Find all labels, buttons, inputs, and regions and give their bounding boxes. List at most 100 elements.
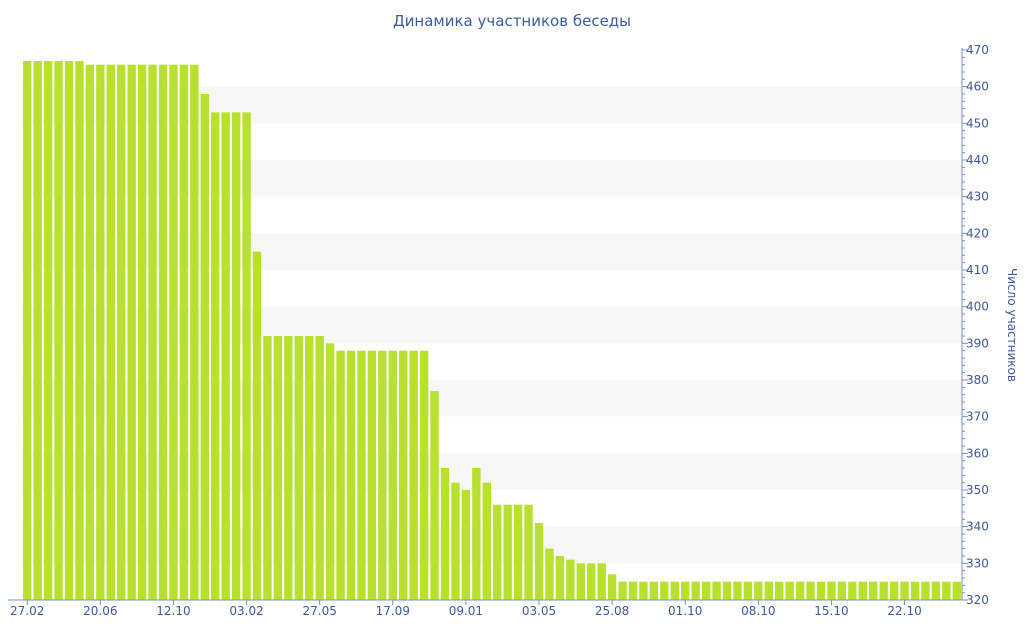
bar[interactable]	[75, 61, 84, 600]
bar[interactable]	[639, 581, 648, 600]
bar[interactable]	[597, 563, 606, 600]
bar[interactable]	[367, 350, 377, 600]
bar[interactable]	[179, 64, 189, 601]
bar[interactable]	[252, 251, 262, 601]
bar[interactable]	[534, 523, 544, 600]
bar[interactable]	[942, 581, 951, 600]
y-tick-label: 420	[966, 226, 989, 240]
bar[interactable]	[190, 64, 199, 601]
bar[interactable]	[305, 336, 314, 600]
bar[interactable]	[555, 556, 565, 600]
bar[interactable]	[106, 64, 115, 601]
bar[interactable]	[607, 574, 617, 600]
bar[interactable]	[900, 581, 909, 600]
bar[interactable]	[200, 94, 209, 600]
bar[interactable]	[701, 581, 711, 600]
x-tick-label: 15.10	[814, 604, 848, 618]
bar[interactable]	[211, 112, 220, 600]
bar[interactable]	[169, 64, 178, 601]
bar[interactable]	[231, 112, 241, 600]
bar[interactable]	[325, 343, 335, 600]
bar[interactable]	[472, 468, 481, 600]
bar[interactable]	[315, 336, 324, 600]
bar[interactable]	[148, 64, 157, 601]
bar[interactable]	[889, 581, 899, 600]
bar[interactable]	[921, 581, 930, 600]
bar[interactable]	[681, 581, 690, 600]
bar[interactable]	[54, 61, 63, 600]
bar[interactable]	[576, 563, 585, 600]
bar[interactable]	[23, 61, 32, 600]
bar[interactable]	[952, 581, 961, 600]
bar[interactable]	[388, 350, 397, 600]
x-tick-label: 03.02	[229, 604, 263, 618]
bar[interactable]	[399, 350, 408, 600]
bar[interactable]	[284, 336, 293, 600]
bar[interactable]	[440, 468, 450, 600]
bar[interactable]	[451, 482, 460, 600]
bar[interactable]	[503, 504, 512, 600]
y-tick-label: 440	[966, 153, 989, 167]
y-tick-label: 410	[966, 263, 989, 277]
bar[interactable]	[419, 350, 429, 600]
y-tick-label: 360	[966, 446, 989, 460]
bar[interactable]	[587, 563, 596, 600]
bar[interactable]	[827, 581, 836, 600]
bar[interactable]	[524, 504, 533, 600]
bar[interactable]	[691, 581, 700, 600]
bar[interactable]	[931, 581, 941, 600]
bar[interactable]	[273, 336, 283, 600]
bar[interactable]	[85, 64, 95, 601]
x-tick-label: 27.02	[10, 604, 44, 618]
grid-band	[22, 380, 962, 417]
bar[interactable]	[764, 581, 773, 600]
bar[interactable]	[660, 581, 669, 600]
bar[interactable]	[127, 64, 136, 601]
bar[interactable]	[378, 350, 387, 600]
bar[interactable]	[848, 581, 857, 600]
bar[interactable]	[754, 581, 763, 600]
bar[interactable]	[649, 581, 659, 600]
bar[interactable]	[910, 581, 920, 600]
bar[interactable]	[461, 490, 471, 600]
bar[interactable]	[795, 581, 805, 600]
bar[interactable]	[806, 581, 815, 600]
bar[interactable]	[263, 336, 272, 600]
bar[interactable]	[137, 64, 147, 601]
bar[interactable]	[670, 581, 679, 600]
bar[interactable]	[712, 581, 721, 600]
bar[interactable]	[837, 581, 847, 600]
bar[interactable]	[618, 581, 627, 600]
bar[interactable]	[158, 64, 168, 601]
bar[interactable]	[482, 482, 491, 600]
bar[interactable]	[96, 64, 105, 601]
bar[interactable]	[493, 504, 502, 600]
bar[interactable]	[869, 581, 878, 600]
x-tick-label: 17.09	[376, 604, 410, 618]
bar[interactable]	[242, 112, 251, 600]
bar[interactable]	[33, 61, 42, 600]
bar[interactable]	[409, 350, 418, 600]
bar[interactable]	[221, 112, 230, 600]
bar[interactable]	[628, 581, 638, 600]
bar[interactable]	[336, 350, 345, 600]
bar[interactable]	[566, 559, 575, 600]
bar[interactable]	[816, 581, 826, 600]
bar[interactable]	[346, 350, 356, 600]
bar[interactable]	[64, 61, 74, 600]
bar[interactable]	[858, 581, 867, 600]
bar[interactable]	[357, 350, 366, 600]
bar[interactable]	[545, 548, 554, 600]
bar[interactable]	[43, 61, 53, 600]
bar[interactable]	[430, 391, 439, 600]
bar[interactable]	[513, 504, 523, 600]
bar[interactable]	[743, 581, 753, 600]
bar[interactable]	[722, 581, 732, 600]
bar[interactable]	[294, 336, 303, 600]
bar[interactable]	[775, 581, 784, 600]
bar[interactable]	[879, 581, 888, 600]
bar[interactable]	[733, 581, 742, 600]
bar[interactable]	[117, 64, 126, 601]
bar[interactable]	[785, 581, 794, 600]
y-tick-label: 470	[966, 43, 989, 57]
